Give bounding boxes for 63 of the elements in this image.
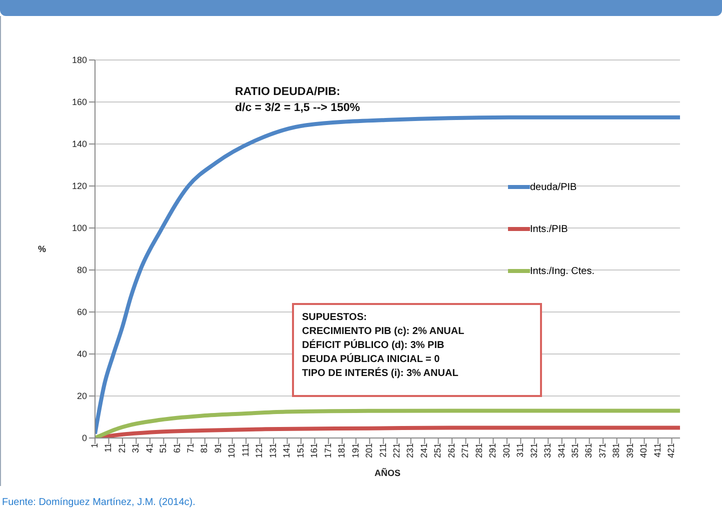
x-tick-label: 261 — [446, 443, 456, 458]
x-tick-label: 191 — [350, 443, 360, 458]
x-tick-label: 291 — [488, 443, 498, 458]
legend-label: Ints./Ing. Ctes. — [530, 266, 594, 276]
x-tick-label: 391 — [624, 443, 635, 458]
x-tick-label: 201 — [364, 443, 374, 458]
y-tick-label: 80 — [76, 265, 87, 276]
y-tick-label: 160 — [72, 97, 87, 108]
annotation: RATIO DEUDA/PIB: d/c = 3/2 = 1,5 --> 150% — [235, 85, 360, 116]
x-tick-label: 321 — [528, 443, 539, 458]
x-tick-label: 181 — [336, 443, 347, 458]
x-tick-label: 371 — [597, 443, 608, 458]
x-tick-label: 71 — [186, 443, 196, 454]
x-tick-label: 421 — [666, 443, 676, 458]
y-tick-label: 120 — [72, 181, 87, 192]
x-tick-label: 151 — [295, 443, 306, 458]
y-tick-label: 180 — [72, 55, 87, 66]
y-tick-label: 20 — [76, 391, 87, 402]
x-tick-label: 241 — [418, 443, 429, 458]
x-tick-label: 11 — [103, 443, 114, 452]
x-tick-label: 131 — [268, 443, 278, 458]
x-tick-label: 271 — [460, 443, 470, 458]
x-tick-label: 411 — [652, 443, 662, 458]
y-axis-title: % — [38, 244, 46, 254]
x-tick-label: 101 — [226, 443, 237, 458]
x-tick-label: 381 — [611, 443, 622, 458]
x-tick-label: 141 — [282, 443, 292, 458]
legend-label: Ints./PIB — [530, 224, 568, 234]
x-tick-label: 1 — [89, 443, 100, 448]
x-tick-label: 401 — [638, 443, 649, 458]
x-tick-label: 111 — [240, 443, 250, 457]
x-tick-label: 121 — [254, 443, 264, 458]
x-tick-label: 41 — [144, 443, 154, 454]
legend-label: deuda/PIB — [530, 182, 577, 192]
x-tick-label: 211 — [378, 443, 388, 458]
x-tick-label: 81 — [199, 443, 210, 454]
x-tick-label: 251 — [432, 443, 443, 458]
x-tick-label: 221 — [392, 443, 402, 458]
x-axis-title: AÑOS — [374, 467, 401, 478]
x-tick-label: 301 — [501, 443, 512, 458]
x-tick-label: 231 — [405, 443, 416, 458]
x-tick-label: 91 — [212, 443, 223, 454]
x-tick-label: 161 — [309, 443, 320, 458]
x-tick-label: 351 — [570, 443, 580, 458]
y-tick-label: 140 — [72, 139, 87, 150]
x-tick-label: 281 — [474, 443, 484, 458]
x-tick-label: 171 — [322, 443, 333, 458]
x-tick-label: 31 — [130, 443, 141, 454]
y-tick-label: 0 — [82, 433, 87, 444]
source-note: Fuente: Domínguez Martínez, J.M. (2014c). — [2, 497, 196, 508]
x-tick-label: 61 — [172, 443, 182, 454]
annotation: SUPUESTOS: CRECIMIENTO PIB (c): 2% ANUAL DÉFICIT PÚBLICO (d): 3% PIB DEUDA PÚBLICA INICIAL = 0 TIPO DE INTERÉS (i): 3% ANUAL — [302, 311, 466, 381]
x-tick-label: 21 — [116, 443, 127, 454]
note-box: SUPUESTOS: CRECIMIENTO PIB (c): 2% ANUAL DÉFICIT PÚBLICO (d): 3% PIB DEUDA PÚBLICA INICIAL = 0 TIPO DE INTERÉS (i): 3% ANUAL — [292, 303, 542, 397]
x-tick-label: 311 — [515, 443, 526, 458]
x-tick-label: 331 — [542, 443, 553, 458]
y-tick-label: 40 — [76, 349, 87, 360]
y-tick-label: 100 — [72, 223, 87, 234]
line-series — [95, 115, 680, 436]
y-tick-label: 60 — [76, 307, 87, 318]
x-tick-label: 361 — [584, 443, 594, 458]
x-tick-label: 341 — [556, 443, 566, 458]
x-tick-label: 51 — [158, 443, 168, 454]
